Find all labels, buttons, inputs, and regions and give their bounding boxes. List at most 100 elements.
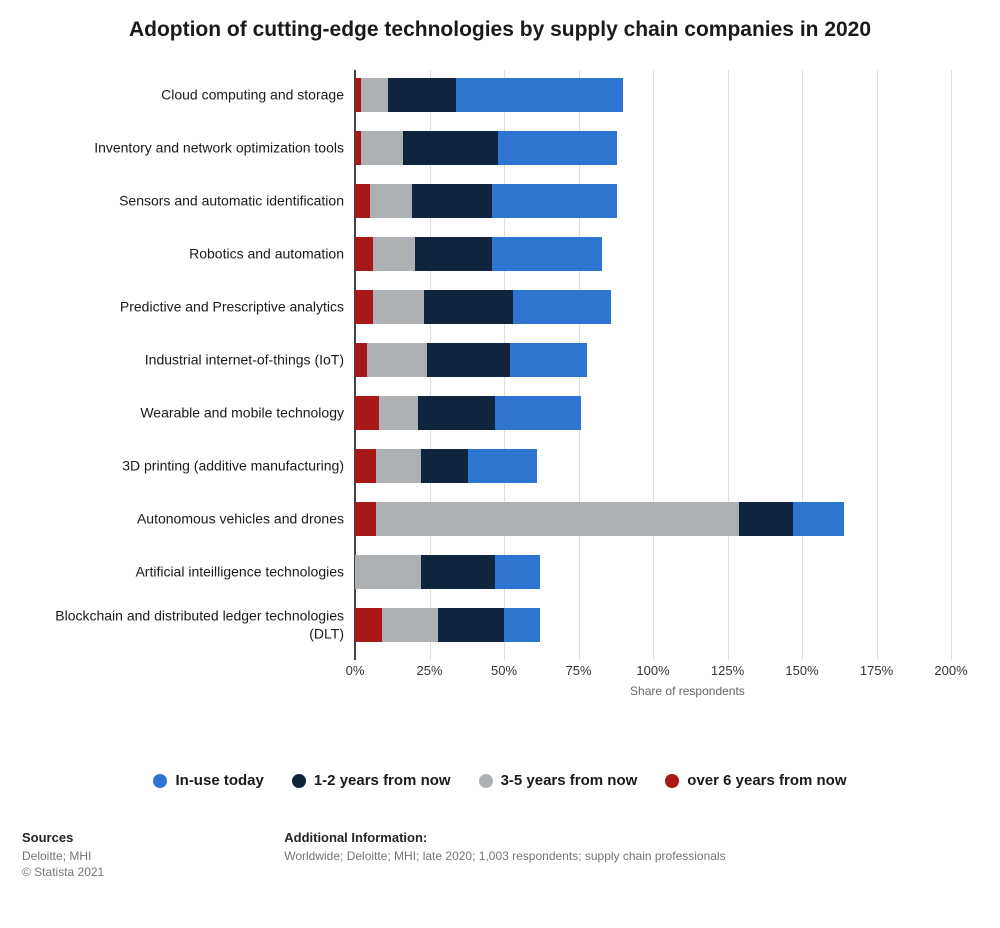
x-tick-label: 100% xyxy=(636,663,669,678)
bar-segment-over6 xyxy=(355,184,370,218)
additional-line: Worldwide; Deloitte; MHI; late 2020; 1,0… xyxy=(284,848,725,864)
bar-row xyxy=(355,237,951,271)
bar-row xyxy=(355,290,951,324)
bar-segment-today xyxy=(498,131,617,165)
chart-area: Cloud computing and storage Inventory and… xyxy=(20,70,980,730)
bar-segment-y35 xyxy=(367,343,427,377)
bar-segment-today xyxy=(513,290,611,324)
x-tick-label: 125% xyxy=(711,663,744,678)
bar-row xyxy=(355,78,951,112)
bar-segment-over6 xyxy=(355,290,373,324)
y-tick-label: Cloud computing and storage xyxy=(30,86,350,104)
y-tick-label: Blockchain and distributed ledger techno… xyxy=(30,608,350,643)
bar-segment-over6 xyxy=(355,237,373,271)
bar-segment-today xyxy=(510,343,587,377)
y-tick-label: Wearable and mobile technology xyxy=(30,404,350,422)
bar-segment-y35 xyxy=(373,237,415,271)
bar-row xyxy=(355,555,951,589)
bar-segment-y35 xyxy=(376,449,421,483)
x-tick-label: 50% xyxy=(491,663,517,678)
bar-row xyxy=(355,396,951,430)
legend-swatch xyxy=(292,774,306,788)
sources-block: Sources Deloitte; MHI © Statista 2021 xyxy=(22,830,104,880)
bar-row xyxy=(355,449,951,483)
sources-header: Sources xyxy=(22,830,104,845)
bar-segment-over6 xyxy=(355,608,382,642)
bar-segment-y35 xyxy=(382,608,439,642)
legend-label: over 6 years from now xyxy=(687,772,846,789)
y-tick-label: Inventory and network optimization tools xyxy=(30,139,350,157)
bar-segment-y35 xyxy=(370,184,412,218)
y-tick-label: Predictive and Prescriptive analytics xyxy=(30,298,350,316)
bar-row xyxy=(355,608,951,642)
additional-header: Additional Information: xyxy=(284,830,725,845)
legend-label: 1-2 years from now xyxy=(314,772,451,789)
plot-region: Share of respondents 0%25%50%75%100%125%… xyxy=(355,70,951,690)
y-tick-label: Robotics and automation xyxy=(30,245,350,263)
sources-line: Deloitte; MHI xyxy=(22,848,104,864)
bar-row xyxy=(355,502,951,536)
bar-segment-y12 xyxy=(412,184,492,218)
legend-label: In-use today xyxy=(175,772,263,789)
legend-item-y35: 3-5 years from now xyxy=(479,772,638,789)
bar-segment-y35 xyxy=(361,78,388,112)
bars-container xyxy=(355,70,951,660)
legend-label: 3-5 years from now xyxy=(501,772,638,789)
legend-swatch xyxy=(153,774,167,788)
legend-item-y12: 1-2 years from now xyxy=(292,772,451,789)
legend-swatch xyxy=(479,774,493,788)
bar-segment-y35 xyxy=(373,290,424,324)
bar-segment-over6 xyxy=(355,502,376,536)
bar-segment-y35 xyxy=(361,131,403,165)
bar-segment-y35 xyxy=(355,555,421,589)
bar-segment-y12 xyxy=(421,449,469,483)
bar-segment-y12 xyxy=(388,78,457,112)
x-tick-label: 25% xyxy=(416,663,442,678)
gridline xyxy=(951,70,952,660)
footer: Sources Deloitte; MHI © Statista 2021 Ad… xyxy=(22,830,978,880)
legend-swatch xyxy=(665,774,679,788)
sources-line: © Statista 2021 xyxy=(22,864,104,880)
y-tick-label: Industrial internet-of-things (IoT) xyxy=(30,351,350,369)
bar-segment-y35 xyxy=(376,502,740,536)
bar-segment-y12 xyxy=(438,608,504,642)
x-axis-label: Share of respondents xyxy=(630,684,745,698)
y-tick-label: Autonomous vehicles and drones xyxy=(30,510,350,528)
bar-segment-y12 xyxy=(421,555,496,589)
bar-segment-over6 xyxy=(355,343,367,377)
bar-segment-today xyxy=(793,502,844,536)
bar-segment-over6 xyxy=(355,449,376,483)
bar-segment-y12 xyxy=(403,131,498,165)
bar-segment-y12 xyxy=(418,396,495,430)
x-tick-label: 75% xyxy=(565,663,591,678)
y-axis-labels: Cloud computing and storage Inventory and… xyxy=(20,70,350,660)
bar-segment-today xyxy=(468,449,537,483)
x-tick-label: 150% xyxy=(785,663,818,678)
bar-segment-y12 xyxy=(739,502,793,536)
bar-segment-y12 xyxy=(424,290,513,324)
y-tick-label: Sensors and automatic identification xyxy=(30,192,350,210)
additional-block: Additional Information: Worldwide; Deloi… xyxy=(284,830,725,880)
x-tick-label: 175% xyxy=(860,663,893,678)
bar-row xyxy=(355,184,951,218)
bar-segment-y12 xyxy=(415,237,492,271)
legend-item-over6: over 6 years from now xyxy=(665,772,846,789)
bar-segment-over6 xyxy=(355,396,379,430)
bar-row xyxy=(355,131,951,165)
y-tick-label: Artificial inteilligence technologies xyxy=(30,563,350,581)
legend-item-today: In-use today xyxy=(153,772,263,789)
bar-segment-today xyxy=(495,555,540,589)
x-tick-label: 200% xyxy=(934,663,967,678)
legend: In-use today 1-2 years from now 3-5 years … xyxy=(0,772,1000,789)
x-tick-label: 0% xyxy=(346,663,365,678)
chart-title: Adoption of cutting-edge technologies by… xyxy=(0,0,1000,70)
bar-segment-today xyxy=(492,237,602,271)
bar-segment-today xyxy=(492,184,617,218)
bar-segment-y35 xyxy=(379,396,418,430)
bar-segment-today xyxy=(495,396,581,430)
bar-row xyxy=(355,343,951,377)
bar-segment-today xyxy=(456,78,623,112)
y-tick-label: 3D printing (additive manufacturing) xyxy=(30,457,350,475)
bar-segment-today xyxy=(504,608,540,642)
bar-segment-y12 xyxy=(427,343,510,377)
